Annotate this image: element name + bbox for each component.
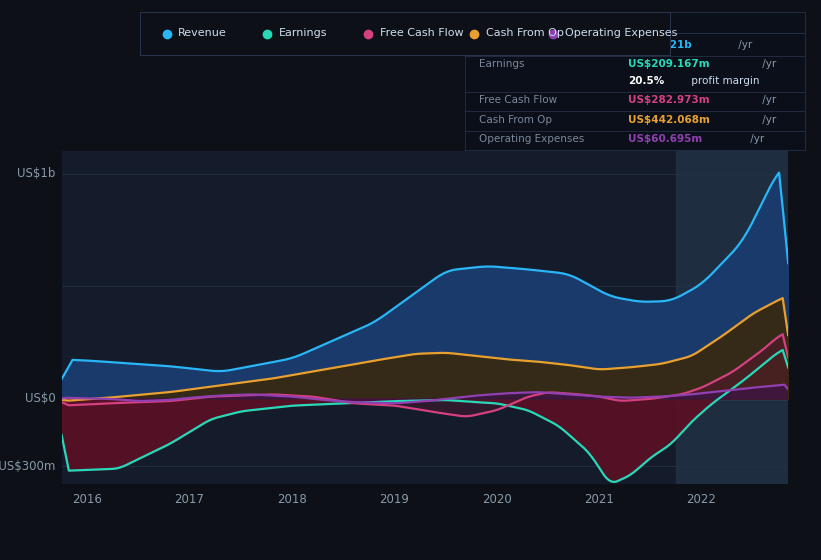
Text: US$60.695m: US$60.695m <box>628 134 703 144</box>
Text: Operating Expenses: Operating Expenses <box>479 134 584 144</box>
Text: profit margin: profit margin <box>688 76 759 86</box>
Text: /yr: /yr <box>736 40 753 50</box>
Text: US$282.973m: US$282.973m <box>628 95 710 105</box>
Text: -US$300m: -US$300m <box>0 460 56 473</box>
Text: US$1.021b: US$1.021b <box>628 40 692 50</box>
Text: /yr: /yr <box>759 95 777 105</box>
Text: Cash From Op: Cash From Op <box>485 29 563 39</box>
Text: /yr: /yr <box>759 59 777 69</box>
Text: /yr: /yr <box>747 134 764 144</box>
Text: Free Cash Flow: Free Cash Flow <box>479 95 557 105</box>
Text: Revenue: Revenue <box>479 40 524 50</box>
Text: /yr: /yr <box>759 115 777 125</box>
Text: Earnings: Earnings <box>279 29 328 39</box>
Text: Cash From Op: Cash From Op <box>479 115 552 125</box>
Text: Operating Expenses: Operating Expenses <box>565 29 677 39</box>
Text: US$442.068m: US$442.068m <box>628 115 710 125</box>
Text: Earnings: Earnings <box>479 59 524 69</box>
Text: Sep 30 2022: Sep 30 2022 <box>479 23 566 36</box>
Text: US$0: US$0 <box>25 393 56 405</box>
Bar <box>676 151 788 484</box>
Text: Revenue: Revenue <box>178 29 227 39</box>
Text: 20.5%: 20.5% <box>628 76 664 86</box>
Text: US$1b: US$1b <box>17 167 56 180</box>
Text: Free Cash Flow: Free Cash Flow <box>379 29 463 39</box>
Text: US$209.167m: US$209.167m <box>628 59 710 69</box>
